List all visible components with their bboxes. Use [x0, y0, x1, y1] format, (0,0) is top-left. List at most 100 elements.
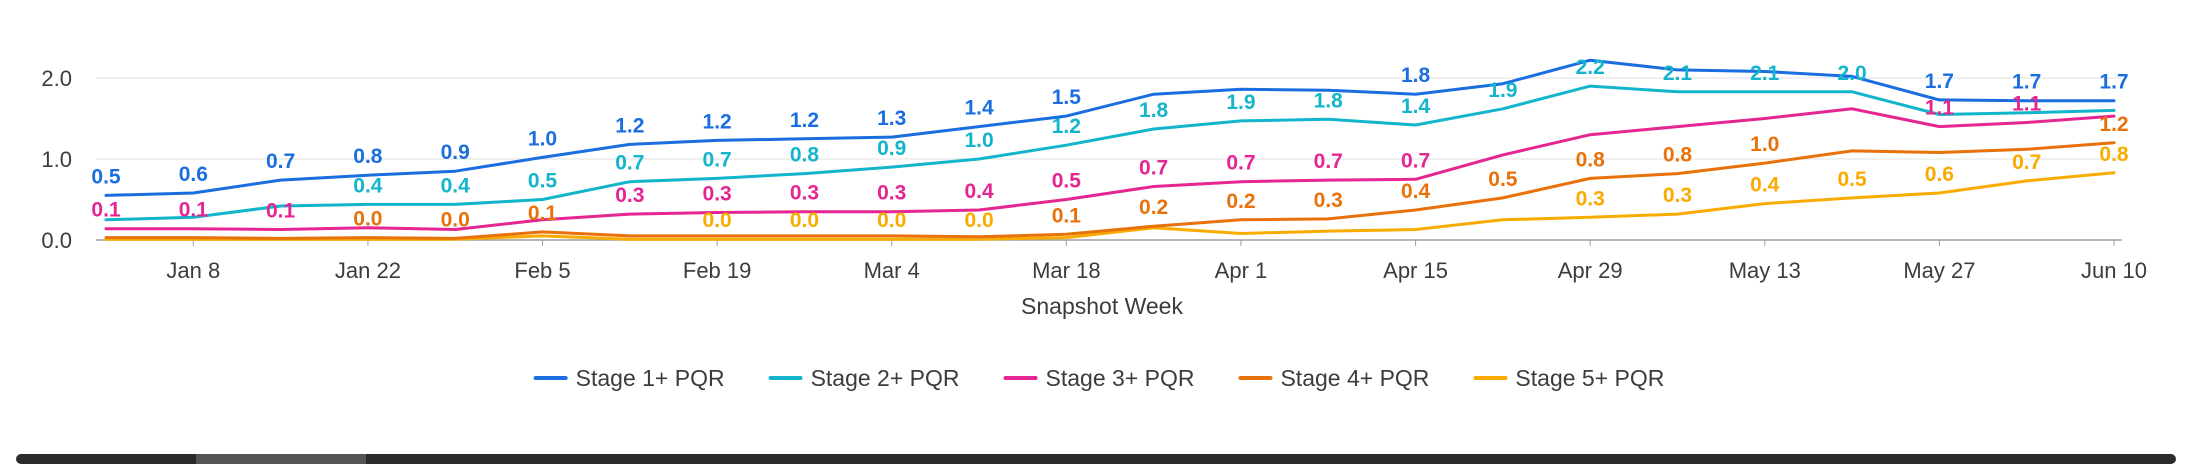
legend-item[interactable]: Stage 5+ PQR [1473, 365, 1664, 391]
x-axis-title: Snapshot Week [1021, 293, 1183, 319]
data-label: 0.3 [1663, 184, 1692, 207]
data-label: 2.0 [1837, 62, 1866, 85]
data-label: 0.9 [877, 137, 906, 160]
data-label: 1.1 [2012, 93, 2042, 116]
data-label: 0.7 [1401, 149, 1430, 172]
data-labels: 0.5 0.6 0.7 0.8 0.9 1.0 1.2 1.2 1.2 1.3 1.4 1.5 1.8 1… [91, 56, 2129, 232]
data-label: 1.2 [1052, 115, 1081, 138]
data-label: 1.4 [1401, 95, 1431, 118]
data-label: 2.1 [1663, 62, 1693, 85]
data-label: 2.1 [1750, 62, 1780, 85]
x-tick-label: Mar 18 [1032, 258, 1100, 283]
series-line-stage-4-pqr [104, 141, 2116, 240]
data-label: 0.8 [1663, 144, 1693, 167]
data-label: 1.5 [1052, 86, 1082, 109]
horizontal-scrollbar[interactable] [16, 454, 2176, 464]
data-label: 1.1 [1925, 97, 1955, 120]
y-axis-ticks: 0.0 1.0 2.0 [41, 66, 72, 253]
data-label: 0.8 [353, 145, 383, 168]
data-label: 0.8 [2099, 143, 2129, 166]
data-label: 0.9 [441, 141, 470, 164]
data-label: 0.7 [266, 150, 295, 173]
data-label: 0.5 [528, 170, 558, 193]
data-label: 0.3 [703, 182, 732, 205]
legend-item[interactable]: Stage 2+ PQR [768, 365, 960, 391]
y-tick-label: 1.0 [41, 147, 72, 172]
x-tick-label: Apr 29 [1558, 258, 1623, 283]
data-label: 0.1 [1052, 204, 1082, 227]
data-label: 0.1 [266, 199, 296, 222]
legend-label: Stage 1+ PQR [576, 365, 725, 391]
x-tick-label: Apr 1 [1215, 258, 1268, 283]
x-tick-label: Jan 22 [335, 258, 401, 283]
data-label: 1.9 [1226, 91, 1255, 114]
data-label: 0.7 [1139, 157, 1168, 180]
data-label: 0.6 [1925, 163, 1954, 186]
y-tick-label: 2.0 [41, 66, 72, 91]
data-label: 1.8 [1139, 99, 1169, 122]
legend-item[interactable]: Stage 1+ PQR [533, 365, 725, 391]
legend-label: Stage 3+ PQR [1046, 365, 1195, 391]
gridlines [96, 77, 2122, 241]
data-label: 1.7 [1925, 70, 1954, 93]
data-label: 0.8 [790, 144, 820, 167]
x-tick-label: Feb 5 [514, 258, 570, 283]
data-label: 0.4 [964, 180, 994, 203]
data-label: 2.2 [1576, 56, 1605, 79]
data-label: 0.0 [790, 209, 819, 232]
data-label: 1.9 [1488, 79, 1517, 102]
data-label: 0.5 [1837, 168, 1867, 191]
x-axis-ticks: Jan 8 Jan 22 Feb 5 Feb 19 Mar 4 Mar 18 Apr 1 Ap… [166, 240, 2147, 283]
data-label: 0.0 [441, 208, 470, 231]
y-tick-label: 0.0 [41, 228, 72, 253]
data-label: 0.7 [2012, 151, 2041, 174]
data-label: 0.5 [91, 165, 121, 188]
series-lines [104, 58, 2116, 241]
data-label: 0.4 [1750, 174, 1780, 197]
data-label: 0.1 [528, 202, 558, 225]
data-label: 0.7 [615, 152, 644, 175]
data-label: 1.0 [964, 129, 993, 152]
data-label: 0.5 [1052, 170, 1082, 193]
data-label: 0.0 [877, 209, 906, 232]
data-label: 1.0 [1750, 133, 1779, 156]
data-label: 0.3 [1576, 187, 1605, 210]
scrollbar-thumb[interactable] [196, 454, 366, 464]
data-label: 0.4 [441, 174, 471, 197]
data-label: 0.7 [703, 148, 732, 171]
data-label: 0.3 [615, 184, 644, 207]
data-label: 1.7 [2012, 71, 2041, 94]
data-label: 0.0 [964, 209, 993, 232]
x-tick-label: Jan 8 [166, 258, 220, 283]
data-label: 0.2 [1139, 196, 1168, 219]
data-label: 1.2 [790, 109, 819, 132]
data-label: 1.7 [2099, 71, 2128, 94]
data-label: 1.2 [615, 114, 644, 137]
legend-item[interactable]: Stage 3+ PQR [1003, 365, 1195, 391]
x-tick-label: Feb 19 [683, 258, 752, 283]
data-label: 0.1 [179, 199, 209, 222]
series-line-stage-3-pqr [104, 107, 2116, 231]
legend[interactable]: Stage 1+ PQR Stage 2+ PQR Stage 3+ PQR Stag… [533, 365, 1665, 391]
data-label: 0.8 [1576, 148, 1606, 171]
series-line-stage-2-pqr [104, 84, 2116, 222]
data-label: 0.3 [790, 182, 819, 205]
data-label: 0.1 [91, 199, 121, 222]
data-label: 0.0 [703, 209, 732, 232]
data-label: 1.4 [964, 97, 994, 120]
x-tick-label: Apr 15 [1383, 258, 1448, 283]
legend-item[interactable]: Stage 4+ PQR [1238, 365, 1429, 391]
legend-label: Stage 5+ PQR [1515, 365, 1664, 391]
series-line-stage-1-pqr [104, 58, 2116, 197]
data-label: 1.3 [877, 107, 906, 130]
data-label: 0.4 [353, 174, 383, 197]
legend-label: Stage 4+ PQR [1280, 365, 1429, 391]
data-label: 1.2 [2099, 113, 2128, 136]
x-tick-label: May 13 [1729, 258, 1801, 283]
data-label: 0.7 [1226, 152, 1255, 175]
data-label: 1.0 [528, 127, 557, 150]
data-label: 1.2 [703, 110, 732, 133]
data-label: 0.3 [1314, 189, 1343, 212]
data-label: 0.0 [353, 208, 382, 231]
